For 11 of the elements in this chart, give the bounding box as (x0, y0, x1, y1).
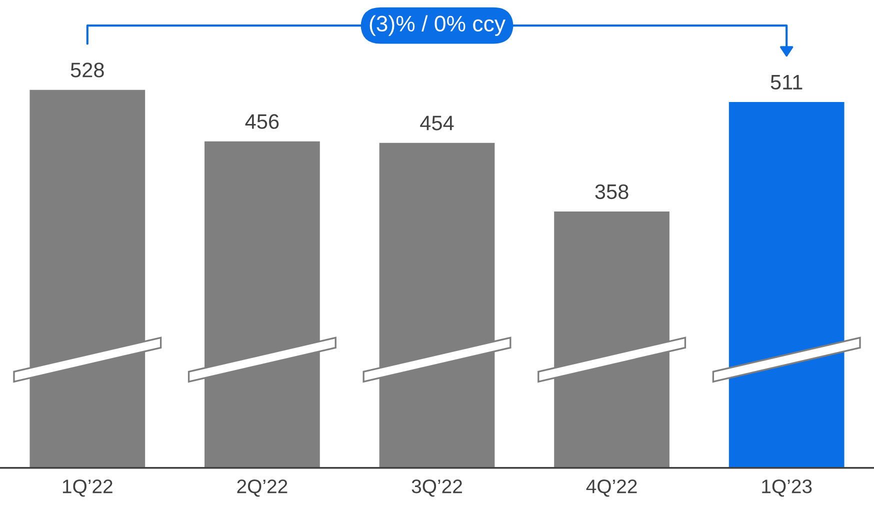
data-label: 456 (245, 114, 279, 129)
data-label: 511 (770, 75, 802, 90)
data-label: 454 (420, 116, 454, 130)
text: (3)% / 0% ccy (370, 15, 506, 36)
data-label: 528 (70, 62, 104, 78)
x-tick-label: 1Q’22 (62, 479, 112, 497)
x-tick-label: 1Q’23 (762, 479, 812, 497)
x-tick-label: 2Q’22 (237, 479, 288, 497)
data-label: 358 (595, 184, 628, 200)
x-tick-label: 4Q’22 (586, 479, 637, 497)
x-tick-label: 3Q’22 (412, 479, 462, 497)
